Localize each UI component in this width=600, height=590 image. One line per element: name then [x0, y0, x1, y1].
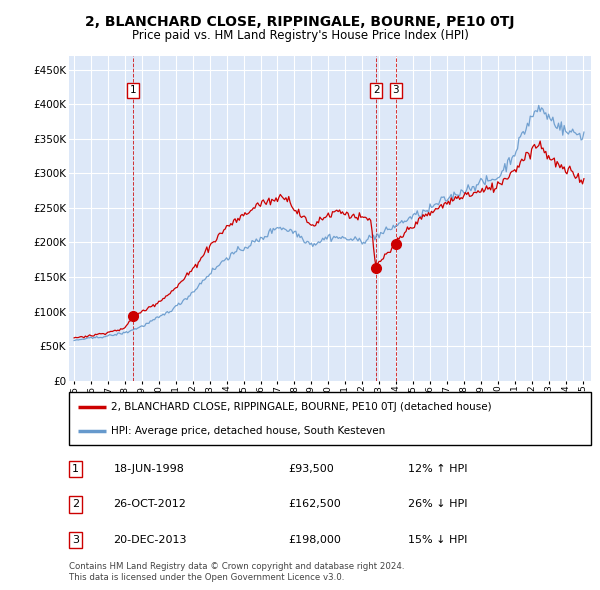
Text: £162,500: £162,500: [288, 500, 341, 509]
Text: £198,000: £198,000: [288, 535, 341, 545]
Text: This data is licensed under the Open Government Licence v3.0.: This data is licensed under the Open Gov…: [69, 573, 344, 582]
Text: 1: 1: [130, 85, 136, 95]
Text: 18-JUN-1998: 18-JUN-1998: [113, 464, 184, 474]
Text: 3: 3: [72, 535, 79, 545]
Text: 2, BLANCHARD CLOSE, RIPPINGALE, BOURNE, PE10 0TJ: 2, BLANCHARD CLOSE, RIPPINGALE, BOURNE, …: [85, 15, 515, 29]
Text: 26% ↓ HPI: 26% ↓ HPI: [409, 500, 468, 509]
Text: 3: 3: [392, 85, 399, 95]
Text: 26-OCT-2012: 26-OCT-2012: [113, 500, 186, 509]
Text: 1: 1: [72, 464, 79, 474]
Text: 2, BLANCHARD CLOSE, RIPPINGALE, BOURNE, PE10 0TJ (detached house): 2, BLANCHARD CLOSE, RIPPINGALE, BOURNE, …: [111, 402, 491, 412]
Text: HPI: Average price, detached house, South Kesteven: HPI: Average price, detached house, Sout…: [111, 425, 385, 435]
Text: 2: 2: [373, 85, 379, 95]
Text: 20-DEC-2013: 20-DEC-2013: [113, 535, 187, 545]
Text: 2: 2: [72, 500, 79, 509]
Text: Price paid vs. HM Land Registry's House Price Index (HPI): Price paid vs. HM Land Registry's House …: [131, 30, 469, 42]
Text: £93,500: £93,500: [288, 464, 334, 474]
Text: 12% ↑ HPI: 12% ↑ HPI: [409, 464, 468, 474]
Text: 15% ↓ HPI: 15% ↓ HPI: [409, 535, 467, 545]
Text: Contains HM Land Registry data © Crown copyright and database right 2024.: Contains HM Land Registry data © Crown c…: [69, 562, 404, 571]
